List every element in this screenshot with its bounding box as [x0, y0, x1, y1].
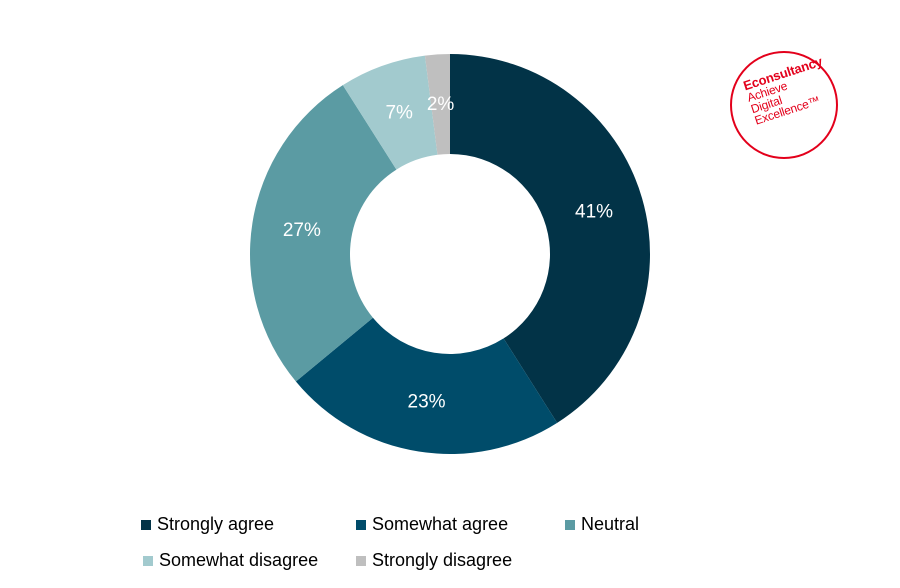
legend-item-somewhat-agree: Somewhat agree: [356, 514, 508, 535]
legend-label: Somewhat disagree: [159, 550, 319, 570]
slices-group: [249, 54, 650, 454]
legend-label: Strongly agree: [157, 514, 275, 534]
logo-text: Econsultancy Achieve Digital Excellence™: [741, 50, 852, 128]
legend-item-strongly-agree: Strongly agree: [141, 514, 274, 535]
legend-swatch: [143, 555, 153, 566]
slice-label-neutral: 27%: [283, 220, 321, 241]
legend-swatch: [356, 555, 366, 566]
legend-label: Somewhat agree: [372, 514, 509, 534]
slice-label-strongly-agree: 41%: [575, 202, 613, 223]
donut-slice-strongly-agree: [450, 54, 650, 423]
legend-swatch: [141, 519, 151, 530]
legend-label: Strongly disagree: [372, 550, 513, 570]
slice-label-somewhat-disagree: 7%: [385, 102, 413, 123]
legend-swatch: [565, 519, 575, 530]
slice-labels-group: 41% 23% 27% 7% 2%: [283, 94, 613, 413]
donut-slice-somewhat-disagree: [342, 55, 438, 170]
slice-label-strongly-disagree: 2%: [427, 94, 455, 115]
legend-item-somewhat-disagree: Somewhat disagree: [143, 550, 318, 571]
slice-label-somewhat-agree: 23%: [408, 392, 446, 413]
donut-slice-strongly-disagree: [424, 54, 450, 155]
legend-item-neutral: Neutral: [565, 514, 639, 535]
legend-item-strongly-disagree: Strongly disagree: [356, 550, 512, 571]
legend-swatch: [356, 519, 366, 530]
legend-label: Neutral: [581, 514, 640, 534]
donut-slice-neutral: [249, 85, 397, 382]
donut-slice-somewhat-agree: [295, 317, 558, 454]
econsultancy-logo: Econsultancy Achieve Digital Excellence™: [730, 51, 838, 159]
